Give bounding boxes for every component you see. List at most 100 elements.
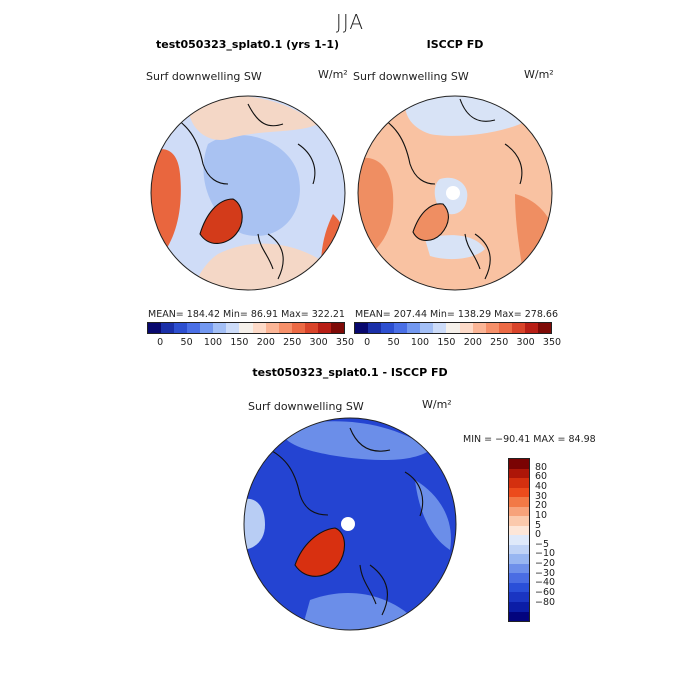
colorbar-swatch [509,582,529,593]
colorbar-tick-label: −80 [535,596,556,608]
colorbar-swatch [509,601,529,612]
colorbar-tick-label: −10 [535,548,556,560]
panel-title-model: test050323_splat0.1 (yrs 1-1) [155,38,340,51]
map-model-coast [167,103,316,280]
colorbar-tick-label: 250 [490,337,509,348]
stats-diff: MIN = −90.41 MAX = 84.98 [463,434,596,445]
colorbar-swatch [509,592,529,602]
diff-title: test050323_splat0.1 - ISCCP FD [252,366,448,379]
units-label-model: W/m² [318,68,348,81]
colorbar-swatch [213,323,227,333]
colorbar-swatch [509,573,529,583]
colorbar-swatch [459,323,473,333]
colorbar-swatch [226,323,240,333]
variable-label-model: Surf downwelling SW [146,70,262,83]
colorbar-tick-label: 200 [463,337,482,348]
colorbar-tick-label: 150 [230,337,249,348]
colorbar-swatch [509,544,529,555]
colorbar-tick-label: 50 [387,337,400,348]
colorbar-tick-label: 30 [535,490,548,502]
colorbar-tick-label: 0 [364,337,371,348]
colorbar-swatch [498,323,512,333]
colorbar-swatch [509,535,529,545]
colorbar-swatch [509,525,529,536]
colorbar-swatch [509,563,529,574]
colorbar-tick-label: 100 [203,337,223,348]
map-model [150,95,346,291]
colorbar-swatch [394,323,408,333]
colorbar-model [147,322,345,334]
colorbar-swatch [330,323,344,333]
colorbar-swatch [420,323,434,333]
colorbar-tick-label: 0 [535,529,542,541]
figure-title: JJA [335,10,365,34]
colorbar-swatch [355,323,369,333]
map-obs-polar-hole [446,186,460,200]
colorbar-swatch [511,323,525,333]
colorbar-swatch [537,323,551,333]
map-obs-cool-south [425,235,485,260]
colorbar-swatch [446,323,460,333]
variable-label-diff: Surf downwelling SW [248,400,364,413]
colorbar-swatch [509,497,529,507]
colorbar-swatch [509,459,529,469]
colorbar-swatch [265,323,279,333]
panel-title-obs: ISCCP FD [426,38,484,51]
colorbar-tick-label: −30 [535,567,556,579]
colorbar-swatch [187,323,201,333]
colorbar-tick-label: −5 [535,538,550,550]
colorbar-swatch [381,323,395,333]
map-obs [357,95,553,291]
colorbar-obs [354,322,552,334]
colorbar-tick-label: 5 [535,519,542,531]
colorbar-swatch [291,323,305,333]
colorbar-tick-label: 0 [157,337,164,348]
map-model-greenland [200,199,243,244]
colorbar-tick-label: −20 [535,558,556,570]
colorbar-swatch [433,323,447,333]
colorbar-swatch [407,323,421,333]
colorbar-swatch [304,323,318,333]
colorbar-swatch [368,323,382,333]
colorbar-model-ticks: 0 50 100 150 200 250 300 350 [147,337,354,351]
colorbar-tick-label: 250 [283,337,302,348]
stats-model: MEAN= 184.42 Min= 86.91 Max= 322.21 [148,309,345,320]
map-diff-polar-hole [341,517,355,531]
colorbar-swatch [239,323,253,333]
map-diff-coast [259,427,424,616]
colorbar-tick-label: 60 [535,471,548,483]
colorbar-tick-label: 50 [180,337,193,348]
colorbar-swatch [472,323,486,333]
colorbar-tick-label: 80 [535,461,548,473]
colorbar-swatch [485,323,499,333]
map-obs-greenland [413,203,449,241]
colorbar-tick-label: 300 [309,337,328,348]
units-label-obs: W/m² [524,68,554,81]
map-diff-light-north [280,421,430,460]
colorbar-tick-label: 350 [335,337,355,348]
map-diff [243,417,457,631]
colorbar-swatch [161,323,175,333]
colorbar-swatch [509,516,529,526]
map-diff-light-east [415,480,451,550]
colorbar-tick-label: 10 [535,509,548,521]
colorbar-swatch [509,611,529,622]
map-diff-greenland [295,528,345,577]
colorbar-swatch [200,323,214,333]
stats-obs: MEAN= 207.44 Min= 138.29 Max= 278.66 [355,309,559,320]
colorbar-swatch [509,506,529,517]
colorbar-swatch [174,323,188,333]
colorbar-swatch [509,478,529,488]
colorbar-diff [508,458,530,622]
colorbar-tick-label: 350 [542,337,562,348]
colorbar-tick-label: 40 [535,480,548,492]
colorbar-swatch [509,487,529,498]
variable-label-obs: Surf downwelling SW [353,70,469,83]
colorbar-tick-label: 200 [256,337,275,348]
colorbar-obs-ticks: 0 50 100 150 200 250 300 350 [354,337,561,351]
map-obs-coast [374,98,523,280]
colorbar-tick-label: −60 [535,587,556,599]
colorbar-tick-label: 100 [410,337,430,348]
map-model-warm-north [188,96,318,140]
colorbar-swatch [317,323,331,333]
